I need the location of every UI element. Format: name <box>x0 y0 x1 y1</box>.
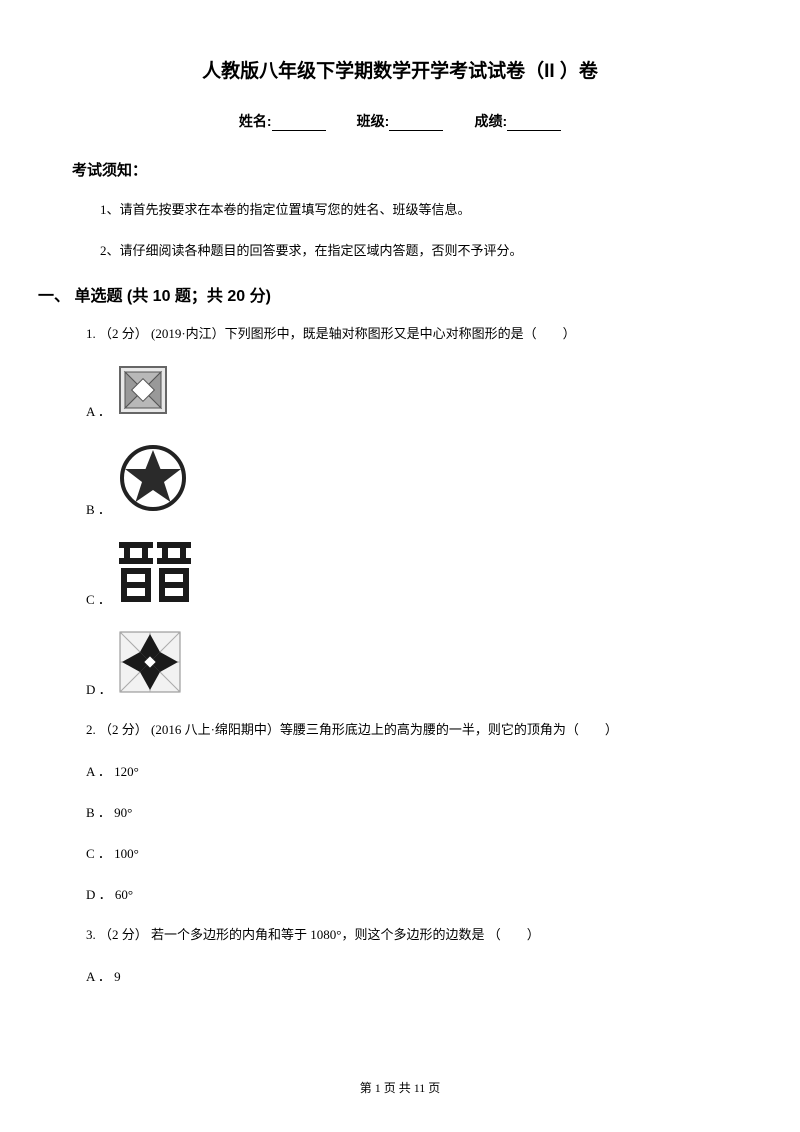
q1-option-a: A ． <box>86 364 728 420</box>
student-info-line: 姓名: 班级: 成绩: <box>72 111 728 131</box>
q2-opt-c: C ． 100° <box>86 843 728 862</box>
double-happiness-icon <box>117 540 193 608</box>
score-blank <box>507 117 561 131</box>
q1-stem: 1. （2 分） (2019·内江）下列图形中，既是轴对称图形又是中心对称图形的… <box>86 324 728 345</box>
q1-option-d: D ． <box>86 630 728 698</box>
q1-option-b: B ． <box>86 442 728 518</box>
page-footer: 第 1 页 共 11 页 <box>0 1079 800 1096</box>
q1-option-c: C ． <box>86 540 728 608</box>
q1-opt-c-label: C ． <box>86 589 111 608</box>
notice-header: 考试须知： <box>72 159 728 180</box>
notice-item-1: 1、请首先按要求在本卷的指定位置填写您的姓名、班级等信息。 <box>100 200 728 221</box>
notice-item-2: 2、请仔细阅读各种题目的回答要求，在指定区域内答题，否则不予评分。 <box>100 241 728 262</box>
q3-opt-a: A ． 9 <box>86 966 728 985</box>
name-blank <box>272 117 326 131</box>
star-in-circle-icon <box>117 442 189 518</box>
q2-opt-d: D ． 60° <box>86 884 728 903</box>
page-title: 人教版八年级下学期数学开学考试试卷（II ）卷 <box>72 56 728 83</box>
q3-stem: 3. （2 分） 若一个多边形的内角和等于 1080°，则这个多边形的边数是 （… <box>86 925 728 946</box>
q2-opt-b: B ． 90° <box>86 802 728 821</box>
name-label: 姓名: <box>239 113 272 129</box>
q2-opt-a: A ． 120° <box>86 761 728 780</box>
score-label: 成绩: <box>474 113 507 129</box>
q2-stem: 2. （2 分） (2016 八上·绵阳期中）等腰三角形底边上的高为腰的一半，则… <box>86 720 728 741</box>
q1-opt-b-label: B ． <box>86 499 111 518</box>
q1-opt-d-label: D ． <box>86 679 112 698</box>
class-label: 班级: <box>357 113 390 129</box>
class-blank <box>389 117 443 131</box>
four-petal-star-icon <box>118 630 182 698</box>
pinwheel-square-icon <box>117 364 169 420</box>
section-1-header: 一、 单选题 (共 10 题；共 20 分) <box>38 282 728 306</box>
q1-opt-a-label: A ． <box>86 401 111 420</box>
